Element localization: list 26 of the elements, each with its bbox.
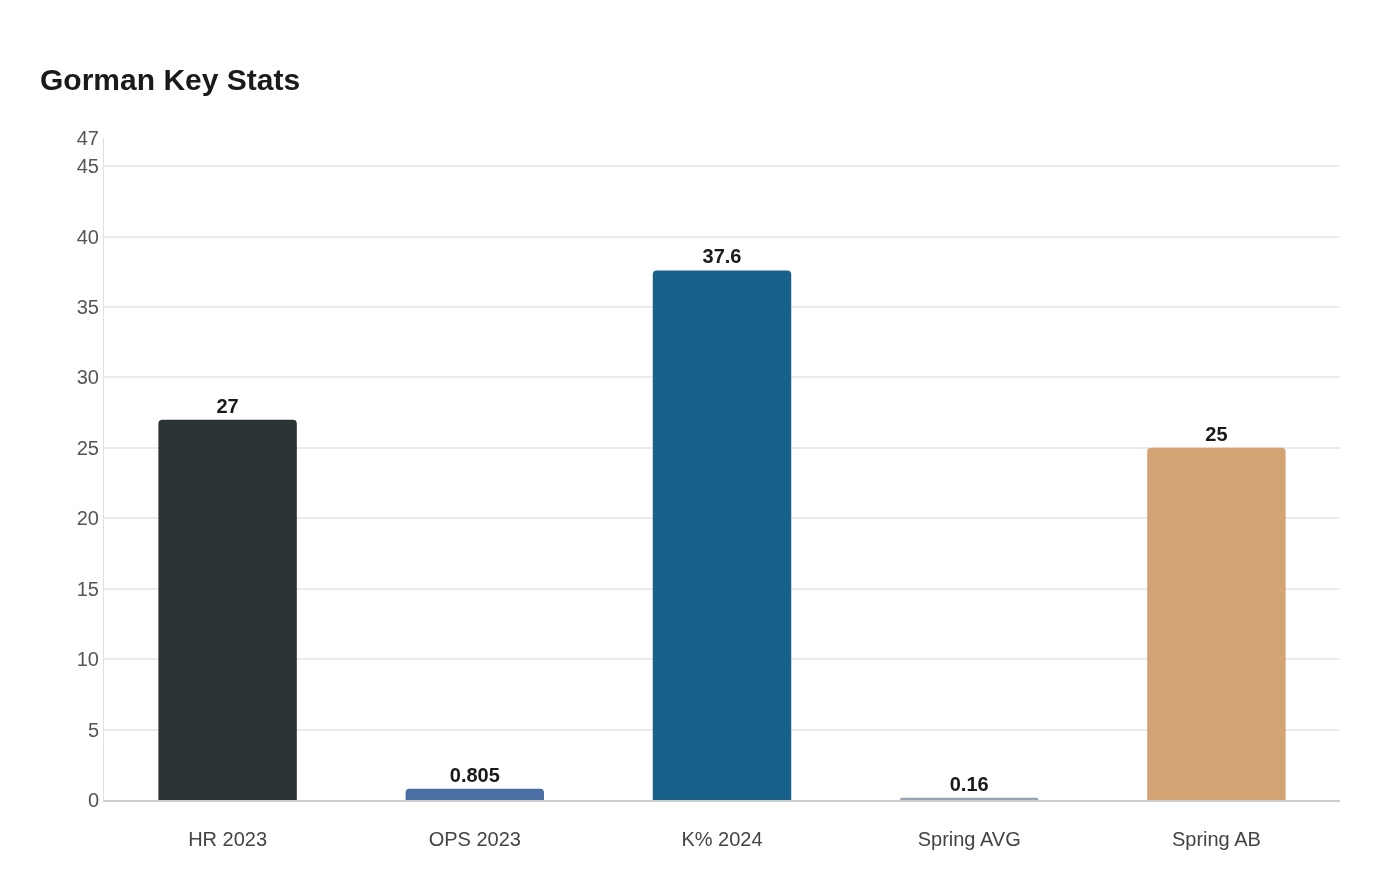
y-tick-label: 5: [87, 718, 99, 741]
x-tick-label: K% 2024: [681, 828, 763, 850]
y-tick-label: 25: [76, 436, 99, 459]
y-tick-label: 20: [76, 507, 99, 530]
y-tick-label: 47: [76, 127, 99, 149]
data-label: 0.16: [949, 772, 989, 795]
data-label: 25: [1205, 422, 1228, 445]
bar: [405, 788, 545, 800]
y-tick-label: 45: [76, 155, 99, 178]
bar: [1147, 447, 1286, 800]
y-tick-label: 30: [76, 366, 99, 389]
x-tick-label: OPS 2023: [428, 828, 521, 850]
y-tick-label: 15: [76, 577, 99, 600]
data-label: 27: [216, 394, 239, 417]
chart-title: Gorman Key Stats: [40, 62, 301, 96]
x-tick-label: Spring AB: [1171, 828, 1261, 850]
y-tick-label: 0: [87, 789, 99, 811]
x-tick-label: HR 2023: [188, 828, 268, 850]
bar: [652, 270, 792, 800]
data-label: 37.6: [702, 245, 742, 268]
bar: [158, 419, 297, 800]
data-label: 0.805: [449, 763, 500, 786]
y-tick-label: 40: [76, 225, 99, 248]
y-tick-label: 10: [76, 648, 99, 671]
y-tick-label: 35: [76, 296, 99, 319]
x-tick-label: Spring AVG: [917, 828, 1021, 850]
